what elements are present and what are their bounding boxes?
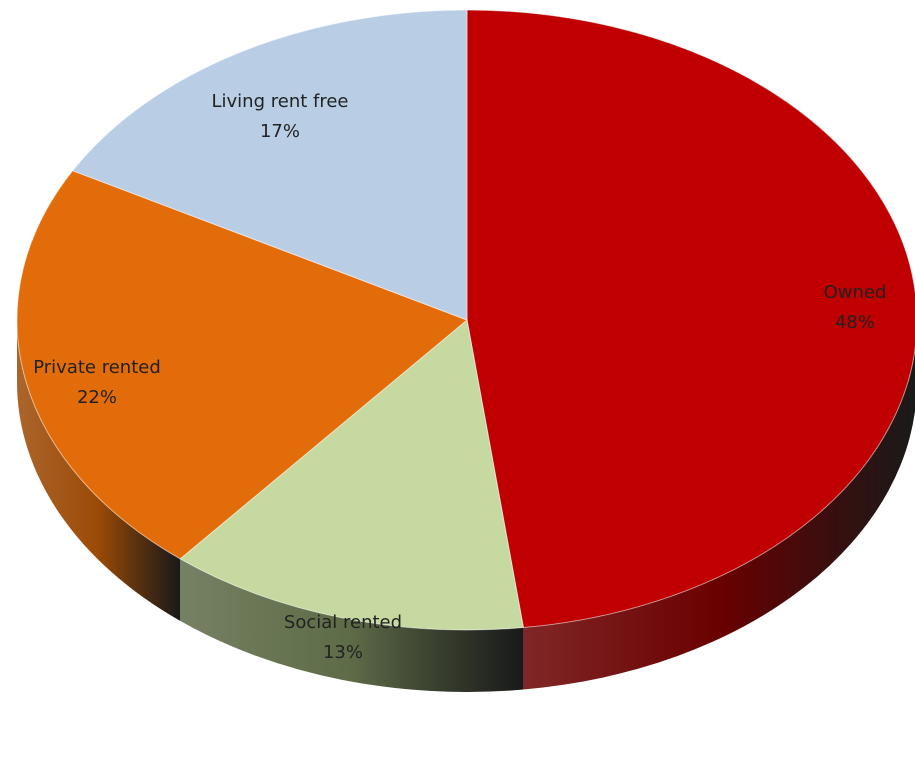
pie-slice-social-rented	[179, 319, 524, 631]
slice-percent-owned: 48%	[835, 312, 875, 333]
pie-slice-owned	[466, 9, 915, 629]
pie-tops	[16, 9, 915, 631]
slice-label-owned: Owned	[824, 282, 887, 303]
pie-labels: Owned 48% Social rented 13% Private rented 22…	[33, 91, 886, 663]
pie-sides	[17, 320, 915, 693]
pie-slice-private-rented	[16, 170, 468, 560]
pie-side-social-rented	[180, 558, 524, 693]
slice-percent-private-rented: 22%	[77, 387, 117, 408]
pie-side-owned	[523, 348, 915, 690]
pie-slice-living-rent-free	[71, 9, 468, 321]
slice-label-living-rent-free: Living rent free	[212, 91, 349, 112]
pie-side-private-rented	[17, 320, 181, 621]
slice-percent-social-rented: 13%	[323, 642, 363, 663]
slice-percent-living-rent-free: 17%	[260, 121, 300, 142]
slice-label-social-rented: Social rented	[284, 612, 402, 633]
slice-label-private-rented: Private rented	[33, 357, 161, 378]
